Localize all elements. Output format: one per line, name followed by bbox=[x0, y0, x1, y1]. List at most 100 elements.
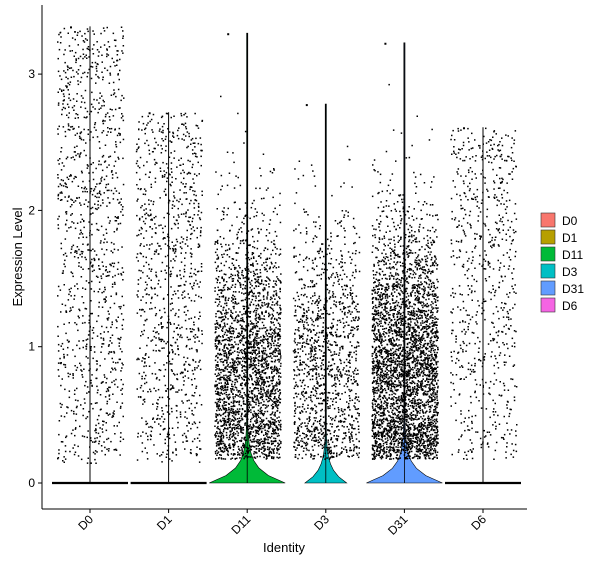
point-D3 bbox=[306, 375, 308, 378]
point-D11 bbox=[227, 344, 230, 346]
point-D0 bbox=[90, 103, 93, 106]
point-D0 bbox=[96, 41, 98, 43]
point-D1 bbox=[182, 384, 185, 386]
point-D1 bbox=[161, 407, 163, 409]
point-D11 bbox=[244, 385, 247, 387]
point-max-D1 bbox=[148, 112, 151, 115]
point-D3 bbox=[340, 266, 342, 269]
point-D0 bbox=[86, 436, 88, 439]
point-D11 bbox=[267, 355, 269, 358]
point-D11 bbox=[277, 328, 279, 330]
point-D11 bbox=[238, 335, 241, 338]
point-D0 bbox=[92, 136, 94, 139]
point-D11 bbox=[242, 284, 245, 286]
point-D0 bbox=[119, 436, 122, 438]
point-D11 bbox=[244, 215, 246, 217]
point-D11 bbox=[236, 411, 238, 413]
point-D11 bbox=[222, 419, 224, 422]
point-D1 bbox=[165, 272, 168, 274]
point-D0 bbox=[86, 167, 89, 169]
point-D1 bbox=[179, 246, 182, 248]
point-D0 bbox=[99, 182, 102, 184]
point-D11 bbox=[252, 413, 254, 415]
point-D0 bbox=[98, 51, 100, 53]
point-D0 bbox=[111, 416, 113, 418]
point-D11 bbox=[277, 332, 280, 334]
point-D0 bbox=[61, 199, 63, 201]
point-D11 bbox=[219, 440, 221, 442]
point-D1 bbox=[136, 143, 138, 145]
point-D0 bbox=[73, 151, 76, 153]
point-D11 bbox=[220, 434, 223, 436]
point-D11 bbox=[279, 365, 282, 367]
point-D11 bbox=[261, 304, 263, 306]
point-D0 bbox=[59, 75, 61, 77]
point-D0 bbox=[121, 267, 124, 269]
point-D11 bbox=[276, 381, 278, 384]
point-D1 bbox=[158, 379, 161, 381]
point-D11 bbox=[248, 432, 250, 434]
point-D1 bbox=[198, 311, 201, 314]
point-D1 bbox=[146, 452, 148, 454]
point-D11 bbox=[216, 345, 219, 348]
point-D1 bbox=[194, 142, 196, 144]
points-layer bbox=[57, 26, 518, 464]
point-D1 bbox=[194, 155, 197, 158]
point-D0 bbox=[95, 73, 97, 76]
point-D3 bbox=[297, 393, 300, 395]
point-D0 bbox=[115, 143, 117, 146]
point-D11 bbox=[227, 331, 229, 333]
point-D11 bbox=[259, 423, 262, 425]
point-D3 bbox=[317, 429, 319, 431]
point-D11 bbox=[271, 304, 273, 306]
point-D1 bbox=[136, 148, 138, 151]
point-D1 bbox=[173, 434, 175, 436]
point-D1 bbox=[135, 150, 138, 153]
point-D11 bbox=[257, 400, 260, 402]
point-D11 bbox=[219, 358, 221, 361]
point-D11 bbox=[262, 420, 264, 422]
point-D11 bbox=[218, 398, 220, 401]
point-D1 bbox=[188, 399, 190, 402]
point-D11 bbox=[219, 436, 222, 438]
point-D11 bbox=[271, 457, 273, 459]
point-D0 bbox=[93, 189, 95, 192]
point-D11 bbox=[221, 399, 224, 401]
point-D11 bbox=[254, 273, 256, 276]
point-D1 bbox=[146, 318, 148, 321]
point-D0 bbox=[71, 204, 73, 206]
point-D11 bbox=[260, 412, 262, 415]
point-D11 bbox=[271, 328, 273, 330]
point-D0 bbox=[100, 277, 103, 280]
point-D11 bbox=[250, 290, 253, 293]
point-D11 bbox=[257, 341, 260, 344]
point-D0 bbox=[89, 192, 91, 194]
point-D1 bbox=[148, 356, 150, 358]
point-D11 bbox=[241, 330, 243, 333]
point-D11 bbox=[222, 296, 225, 298]
point-D0 bbox=[113, 302, 116, 305]
point-D11 bbox=[279, 446, 282, 449]
point-D1 bbox=[197, 329, 200, 332]
point-D11 bbox=[216, 258, 218, 260]
point-D3 bbox=[315, 436, 317, 439]
point-D11 bbox=[265, 454, 267, 456]
point-D11 bbox=[258, 384, 260, 386]
point-D1 bbox=[161, 410, 164, 412]
point-D0 bbox=[61, 113, 63, 116]
point-D11 bbox=[218, 367, 220, 370]
point-D11 bbox=[267, 381, 270, 383]
point-D11 bbox=[266, 395, 269, 398]
point-D0 bbox=[107, 331, 109, 333]
point-D0 bbox=[117, 261, 120, 264]
point-D3 bbox=[351, 258, 353, 261]
point-D11 bbox=[272, 351, 274, 353]
point-D0 bbox=[79, 233, 81, 235]
point-D11 bbox=[226, 359, 228, 362]
point-D1 bbox=[170, 184, 172, 187]
point-D11 bbox=[221, 210, 224, 213]
point-D1 bbox=[183, 114, 185, 116]
point-D11 bbox=[263, 441, 266, 443]
point-D11 bbox=[234, 298, 237, 300]
point-D11 bbox=[225, 448, 228, 451]
